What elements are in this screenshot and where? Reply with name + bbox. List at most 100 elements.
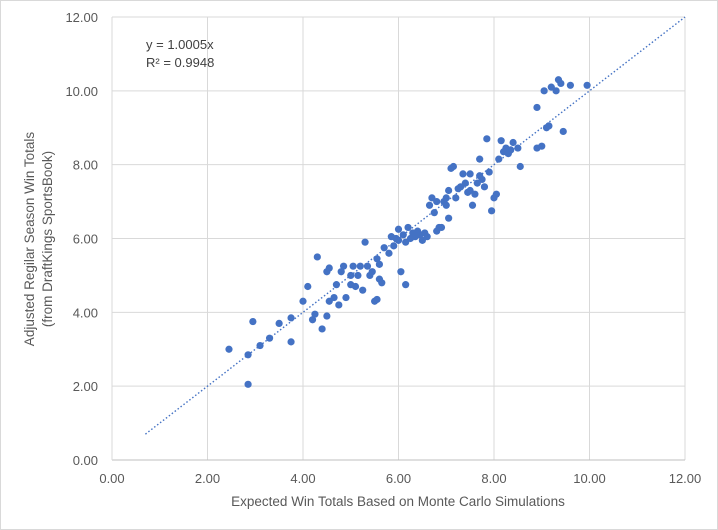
y-tick-label: 6.00 <box>73 232 98 247</box>
data-point <box>361 238 369 246</box>
data-point <box>459 170 467 178</box>
data-point <box>349 262 357 270</box>
data-point <box>332 281 341 289</box>
data-point <box>375 260 383 268</box>
data-point <box>442 194 450 202</box>
data-point <box>468 201 477 209</box>
data-point <box>249 317 257 326</box>
data-point <box>330 293 338 302</box>
data-point <box>404 223 412 232</box>
data-point <box>287 314 295 322</box>
data-point <box>533 103 541 112</box>
data-point <box>442 201 450 209</box>
y-tick-label: 2.00 <box>73 379 98 394</box>
axes <box>111 17 685 461</box>
data-point <box>497 137 505 145</box>
data-point <box>516 162 524 171</box>
x-tick-label: 6.00 <box>386 471 411 486</box>
data-point <box>363 262 372 270</box>
trendline-line <box>144 16 686 435</box>
y-tick-label: 4.00 <box>73 305 98 320</box>
data-point <box>545 122 553 130</box>
data-point <box>335 301 343 309</box>
data-point <box>244 351 252 359</box>
data-point <box>368 268 376 276</box>
x-tick-label: 4.00 <box>290 471 315 486</box>
data-point <box>566 81 575 89</box>
data-point <box>337 268 345 276</box>
data-point <box>342 293 350 302</box>
data-point <box>351 282 360 291</box>
data-point <box>476 155 484 163</box>
data-point <box>538 142 546 150</box>
data-point <box>397 268 405 276</box>
y-tick-label: 0.00 <box>73 453 98 468</box>
data-point <box>265 334 274 342</box>
data-point <box>378 279 386 287</box>
data-point <box>287 338 295 346</box>
x-tick-label: 10.00 <box>573 471 606 486</box>
data-point <box>399 231 407 239</box>
data-point <box>445 214 453 222</box>
y-tick-label: 8.00 <box>73 158 98 173</box>
data-point <box>359 286 367 294</box>
data-point <box>480 183 489 191</box>
data-point <box>559 127 567 136</box>
data-point <box>402 281 410 289</box>
data-point <box>275 319 283 328</box>
data-point <box>485 168 493 176</box>
data-point <box>452 194 460 202</box>
data-point <box>373 255 381 263</box>
y-tick-label: 12.00 <box>65 10 98 25</box>
trendline <box>144 16 686 435</box>
data-point <box>514 144 522 152</box>
data-point <box>423 233 431 241</box>
data-point <box>385 249 393 257</box>
trendline-equation: y = 1.0005x <box>146 37 214 52</box>
x-tick-label: 12.00 <box>669 471 702 486</box>
data-point <box>557 79 565 88</box>
data-point <box>466 170 474 178</box>
data-point <box>507 146 515 154</box>
data-point <box>433 197 441 206</box>
data-point <box>347 271 355 280</box>
data-point <box>304 282 312 291</box>
data-point <box>425 201 434 209</box>
data-point <box>552 87 560 95</box>
y-tick-label: 10.00 <box>65 84 98 99</box>
data-point <box>583 81 591 89</box>
data-point <box>394 236 403 244</box>
x-tick-label: 0.00 <box>99 471 124 486</box>
x-axis-title: Expected Win Totals Based on Monte Carlo… <box>231 494 565 509</box>
data-point <box>478 175 486 184</box>
data-points <box>225 76 591 388</box>
data-point <box>483 135 491 143</box>
y-axis-title-line-2: (from DraftKings SportsBook) <box>40 151 55 327</box>
data-point <box>299 297 307 305</box>
tick-labels: 0.00 2.00 4.00 6.00 8.00 10.00 12.00 0.00 2.00 4.… <box>65 10 701 486</box>
data-point <box>325 264 333 272</box>
data-point <box>488 207 496 215</box>
data-point <box>339 262 348 270</box>
data-point <box>471 190 479 198</box>
r-squared-label: R² = 0.9948 <box>146 55 214 70</box>
data-point <box>356 262 364 270</box>
data-point <box>308 316 317 324</box>
data-point <box>354 271 362 280</box>
data-point <box>373 295 381 304</box>
data-point <box>318 325 326 333</box>
y-axis-title-line-1: Adjusted Regilar Season Win Totals <box>22 132 37 347</box>
data-point <box>449 162 458 171</box>
x-tick-label: 2.00 <box>195 471 220 486</box>
data-point <box>509 138 517 147</box>
data-point <box>244 380 252 388</box>
data-point <box>225 345 233 353</box>
data-point <box>492 190 500 198</box>
data-point <box>313 253 321 261</box>
data-point <box>380 244 388 252</box>
data-point <box>390 242 398 250</box>
data-point <box>256 341 264 350</box>
data-point <box>311 310 319 318</box>
data-point <box>495 155 503 163</box>
